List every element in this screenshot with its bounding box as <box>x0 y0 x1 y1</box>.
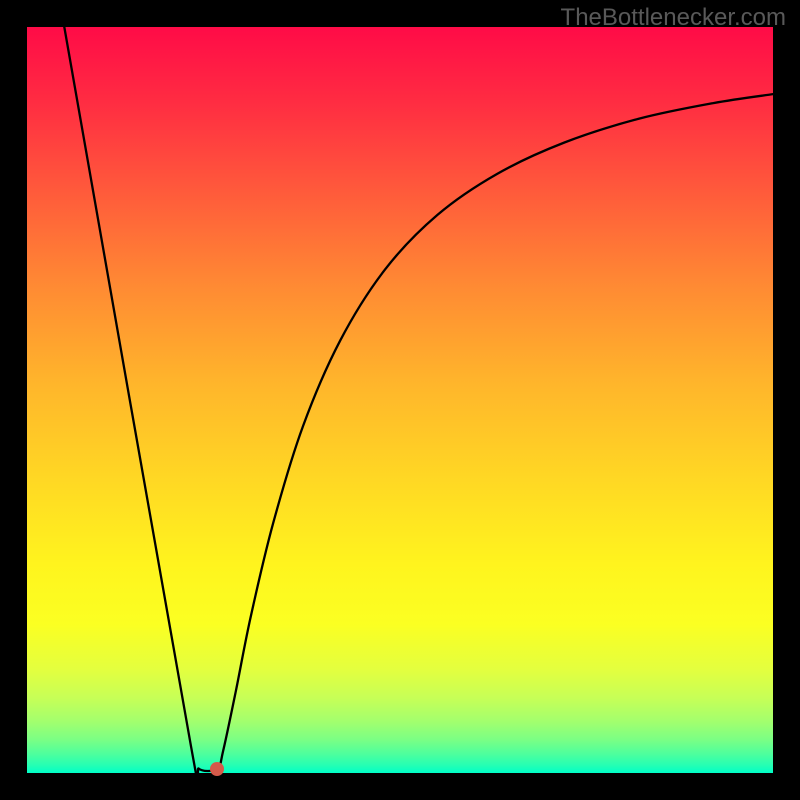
optimum-marker <box>210 762 224 776</box>
chart-container: TheBottlenecker.com <box>0 0 800 800</box>
watermark-label: TheBottlenecker.com <box>561 4 786 32</box>
gradient-background <box>27 27 773 773</box>
plot-area <box>27 27 773 773</box>
